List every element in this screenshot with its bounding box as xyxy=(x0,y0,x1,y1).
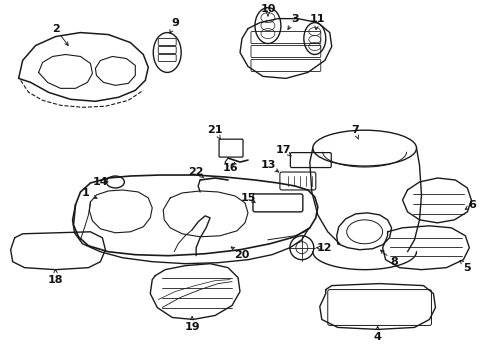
Text: 22: 22 xyxy=(188,167,203,177)
Text: 14: 14 xyxy=(92,177,108,187)
Text: 15: 15 xyxy=(240,193,255,203)
Text: 11: 11 xyxy=(309,14,325,24)
Text: 4: 4 xyxy=(373,332,381,342)
Text: 18: 18 xyxy=(48,275,63,285)
Text: 21: 21 xyxy=(207,125,223,135)
Text: 17: 17 xyxy=(276,145,291,155)
Text: 13: 13 xyxy=(260,160,275,170)
Text: 16: 16 xyxy=(222,163,237,173)
Text: 9: 9 xyxy=(171,18,179,28)
Text: 19: 19 xyxy=(184,323,200,332)
Text: 7: 7 xyxy=(350,125,358,135)
Text: 8: 8 xyxy=(390,257,398,267)
Text: 12: 12 xyxy=(316,243,332,253)
Text: 2: 2 xyxy=(52,24,59,33)
Text: 3: 3 xyxy=(290,14,298,24)
Text: 10: 10 xyxy=(260,4,275,14)
Text: 1: 1 xyxy=(81,188,89,198)
Text: 6: 6 xyxy=(468,200,475,210)
Text: 5: 5 xyxy=(463,263,470,273)
Text: 20: 20 xyxy=(234,250,249,260)
